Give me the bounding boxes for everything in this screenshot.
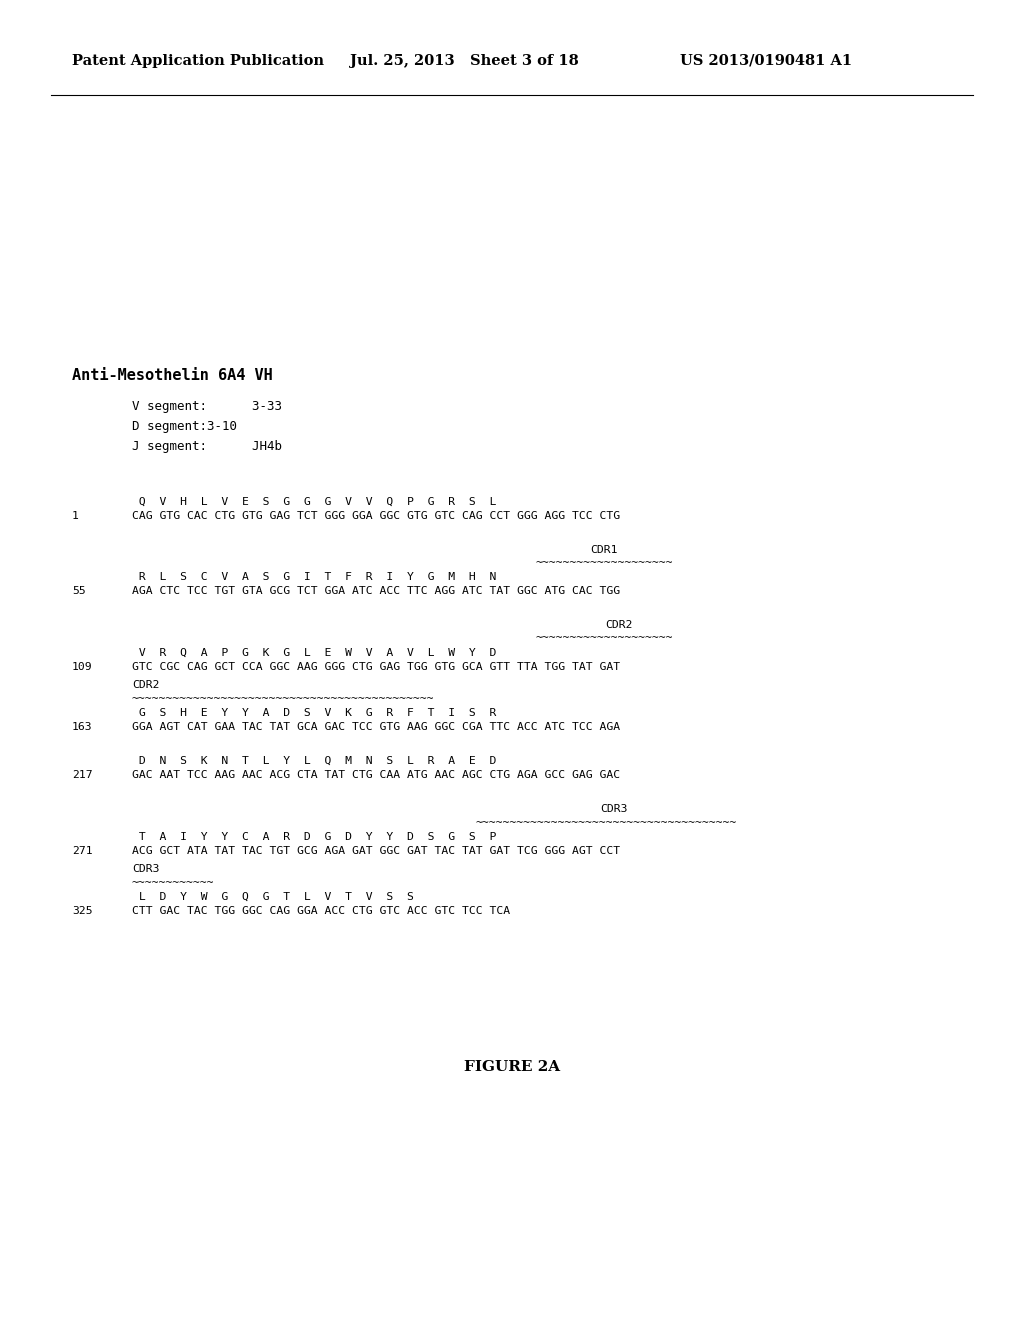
Text: ~~~~~~~~~~~~~~~~~~~~: ~~~~~~~~~~~~~~~~~~~~: [535, 558, 673, 568]
Text: CDR3: CDR3: [600, 804, 628, 814]
Text: 325: 325: [72, 906, 92, 916]
Text: CDR2: CDR2: [132, 680, 160, 690]
Text: T  A  I  Y  Y  C  A  R  D  G  D  Y  Y  D  S  G  S  P: T A I Y Y C A R D G D Y Y D S G S P: [132, 832, 497, 842]
Text: V segment:      3-33: V segment: 3-33: [132, 400, 282, 413]
Text: ~~~~~~~~~~~~~~~~~~~~: ~~~~~~~~~~~~~~~~~~~~: [535, 634, 673, 643]
Text: Q  V  H  L  V  E  S  G  G  G  V  V  Q  P  G  R  S  L: Q V H L V E S G G G V V Q P G R S L: [132, 498, 497, 507]
Text: FIGURE 2A: FIGURE 2A: [464, 1060, 560, 1074]
Text: GTC CGC CAG GCT CCA GGC AAG GGG CTG GAG TGG GTG GCA GTT TTA TGG TAT GAT: GTC CGC CAG GCT CCA GGC AAG GGG CTG GAG …: [132, 663, 621, 672]
Text: 1: 1: [72, 511, 79, 521]
Text: 109: 109: [72, 663, 92, 672]
Text: 217: 217: [72, 770, 92, 780]
Text: R  L  S  C  V  A  S  G  I  T  F  R  I  Y  G  M  H  N: R L S C V A S G I T F R I Y G M H N: [132, 572, 497, 582]
Text: AGA CTC TCC TGT GTA GCG TCT GGA ATC ACC TTC AGG ATC TAT GGC ATG CAC TGG: AGA CTC TCC TGT GTA GCG TCT GGA ATC ACC …: [132, 586, 621, 597]
Text: ~~~~~~~~~~~~: ~~~~~~~~~~~~: [132, 878, 214, 888]
Text: Anti-Mesothelin 6A4 VH: Anti-Mesothelin 6A4 VH: [72, 368, 272, 383]
Text: D  N  S  K  N  T  L  Y  L  Q  M  N  S  L  R  A  E  D: D N S K N T L Y L Q M N S L R A E D: [132, 756, 497, 766]
Text: CDR2: CDR2: [605, 620, 633, 630]
Text: CTT GAC TAC TGG GGC CAG GGA ACC CTG GTC ACC GTC TCC TCA: CTT GAC TAC TGG GGC CAG GGA ACC CTG GTC …: [132, 906, 510, 916]
Text: ~~~~~~~~~~~~~~~~~~~~~~~~~~~~~~~~~~~~~~: ~~~~~~~~~~~~~~~~~~~~~~~~~~~~~~~~~~~~~~: [476, 818, 737, 828]
Text: GGA AGT CAT GAA TAC TAT GCA GAC TCC GTG AAG GGC CGA TTC ACC ATC TCC AGA: GGA AGT CAT GAA TAC TAT GCA GAC TCC GTG …: [132, 722, 621, 733]
Text: G  S  H  E  Y  Y  A  D  S  V  K  G  R  F  T  I  S  R: G S H E Y Y A D S V K G R F T I S R: [132, 708, 497, 718]
Text: CAG GTG CAC CTG GTG GAG TCT GGG GGA GGC GTG GTC CAG CCT GGG AGG TCC CTG: CAG GTG CAC CTG GTG GAG TCT GGG GGA GGC …: [132, 511, 621, 521]
Text: J segment:      JH4b: J segment: JH4b: [132, 440, 282, 453]
Text: ~~~~~~~~~~~~~~~~~~~~~~~~~~~~~~~~~~~~~~~~~~~~: ~~~~~~~~~~~~~~~~~~~~~~~~~~~~~~~~~~~~~~~~…: [132, 694, 434, 704]
Text: 55: 55: [72, 586, 86, 597]
Text: ACG GCT ATA TAT TAC TGT GCG AGA GAT GGC GAT TAC TAT GAT TCG GGG AGT CCT: ACG GCT ATA TAT TAC TGT GCG AGA GAT GGC …: [132, 846, 621, 855]
Text: GAC AAT TCC AAG AAC ACG CTA TAT CTG CAA ATG AAC AGC CTG AGA GCC GAG GAC: GAC AAT TCC AAG AAC ACG CTA TAT CTG CAA …: [132, 770, 621, 780]
Text: Jul. 25, 2013   Sheet 3 of 18: Jul. 25, 2013 Sheet 3 of 18: [350, 54, 579, 69]
Text: L  D  Y  W  G  Q  G  T  L  V  T  V  S  S: L D Y W G Q G T L V T V S S: [132, 892, 414, 902]
Text: V  R  Q  A  P  G  K  G  L  E  W  V  A  V  L  W  Y  D: V R Q A P G K G L E W V A V L W Y D: [132, 648, 497, 657]
Text: US 2013/0190481 A1: US 2013/0190481 A1: [680, 54, 852, 69]
Text: 163: 163: [72, 722, 92, 733]
Text: 271: 271: [72, 846, 92, 855]
Text: Patent Application Publication: Patent Application Publication: [72, 54, 324, 69]
Text: D segment:3-10: D segment:3-10: [132, 420, 237, 433]
Text: CDR1: CDR1: [590, 545, 617, 554]
Text: CDR3: CDR3: [132, 865, 160, 874]
